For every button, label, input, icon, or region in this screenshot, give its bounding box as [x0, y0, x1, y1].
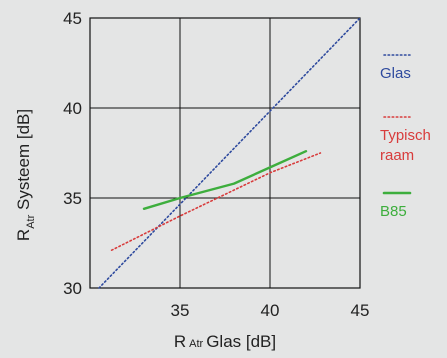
y-axis-label-prefix: R — [14, 229, 33, 241]
x-axis-label: R Atr Glas [dB] — [174, 332, 276, 351]
y-tick-label: 45 — [63, 9, 82, 28]
legend-label: B85 — [380, 203, 407, 220]
x-axis-label-text: Glas [dB] — [206, 332, 276, 351]
series-layer — [98, 17, 361, 289]
x-tick-label: 40 — [261, 301, 280, 320]
y-tick-label: 30 — [63, 279, 82, 298]
x-axis-label-prefix: R — [174, 332, 186, 351]
y-tick-label: 40 — [63, 99, 82, 118]
y-axis-label-subscript: Atr — [25, 214, 37, 228]
x-tick-label: 35 — [171, 301, 190, 320]
y-axis-label-text: Systeem [dB] — [14, 109, 33, 215]
series-line-b85 — [142, 149, 308, 211]
plot-frame — [89, 17, 361, 289]
legend-label: Typisch — [380, 127, 431, 144]
legend-label: Glas — [380, 65, 411, 82]
y-tick-labels: 30 35 40 45 — [63, 9, 82, 298]
legend: Glas Typisch raam B85 — [380, 54, 431, 220]
legend-label: raam — [380, 147, 414, 164]
series-line-glas — [98, 17, 361, 289]
y-tick-label: 35 — [63, 189, 82, 208]
x-axis-label-subscript: Atr — [189, 338, 203, 350]
x-tick-labels: 35 40 45 — [171, 301, 370, 320]
x-tick-label: 45 — [351, 301, 370, 320]
series-line-typisch-raam — [110, 152, 322, 251]
y-axis-label: RAtr Systeem [dB] — [14, 109, 37, 241]
